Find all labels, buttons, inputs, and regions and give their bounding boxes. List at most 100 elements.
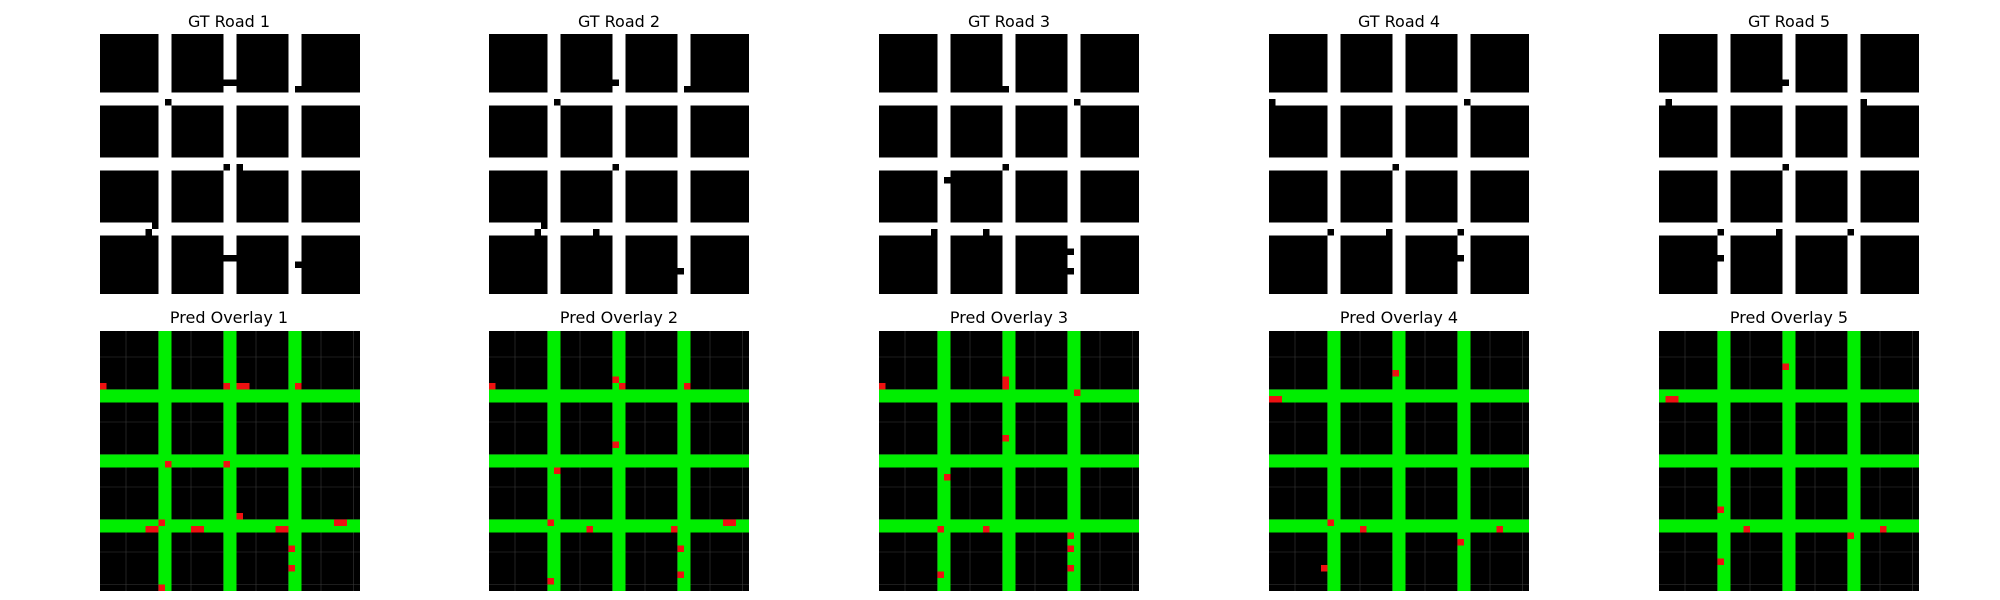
gt-notch-5 <box>223 164 230 171</box>
pred-panel-1 <box>100 331 360 591</box>
pred-error-7 <box>547 519 554 526</box>
gt-notch-5 <box>612 164 619 171</box>
gt-notch-2 <box>223 79 237 86</box>
pred-error-6 <box>1847 532 1854 539</box>
gt-notch-14 <box>282 274 289 281</box>
gt-road-col-1 <box>158 34 172 294</box>
gt-notch-8 <box>1321 255 1328 262</box>
pred-error-2 <box>612 376 619 383</box>
gt-notch-6 <box>944 177 951 184</box>
pred-title-1: Pred Overlay 1 <box>170 308 288 327</box>
pred-error-8 <box>983 526 990 533</box>
gt-notch-3 <box>1464 99 1471 106</box>
pred-error-15 <box>158 584 165 591</box>
pred-road-col-2 <box>612 331 626 591</box>
gt-notch-1 <box>1269 99 1276 106</box>
pred-error-3 <box>1717 506 1724 513</box>
gt-notch-7 <box>534 229 541 236</box>
pred-error-4 <box>1360 526 1367 533</box>
gt-panel-3 <box>879 34 1139 294</box>
pred-error-6 <box>165 461 172 468</box>
pred-error-12 <box>334 519 347 526</box>
gt-notch-5 <box>1327 229 1334 236</box>
pred-road-col-3 <box>1847 331 1861 591</box>
pred-road-col-1 <box>1327 331 1341 591</box>
gt-notch-6 <box>1776 229 1783 236</box>
gt-notch-4 <box>295 86 308 93</box>
gt-notch-5 <box>1002 164 1009 171</box>
pred-error-14 <box>288 565 295 572</box>
pred-error-4 <box>684 383 691 390</box>
gt-notch-3 <box>1002 86 1009 93</box>
gt-panel-5 <box>1659 34 1919 294</box>
gt-road-col-1 <box>937 34 951 294</box>
pred-error-6 <box>1457 539 1464 546</box>
pred-error-7 <box>1321 565 1328 572</box>
gt-notch-13 <box>223 255 237 262</box>
pred-error-13 <box>547 578 554 585</box>
pred-error-1 <box>1269 396 1282 403</box>
gt-notch-11 <box>671 242 678 249</box>
gt-notch-9 <box>1457 255 1464 262</box>
pred-error-1 <box>879 383 886 390</box>
pred-error-4 <box>1743 526 1750 533</box>
gt-notch-10 <box>152 222 159 229</box>
gt-notch-1 <box>1665 99 1672 106</box>
pred-panel-2 <box>489 331 749 591</box>
pred-road-col-2 <box>1002 331 1016 591</box>
pred-error-12 <box>937 571 944 578</box>
pred-error-3 <box>236 383 250 390</box>
gt-title-5: GT Road 5 <box>1748 12 1830 31</box>
gt-notch-3 <box>236 86 243 93</box>
gt-road-col-1 <box>547 34 561 294</box>
gt-notch-6 <box>165 99 172 106</box>
pred-error-11 <box>1067 565 1074 572</box>
pred-error-4 <box>295 383 302 390</box>
pred-error-3 <box>619 383 626 390</box>
pred-panel-3 <box>879 331 1139 591</box>
gt-notch-9 <box>931 274 938 281</box>
pred-error-12 <box>677 571 684 578</box>
gt-notch-1 <box>879 86 886 93</box>
pred-panel-5 <box>1659 331 1919 591</box>
pred-road-col-1 <box>1717 331 1731 591</box>
pred-error-4 <box>1074 389 1081 396</box>
gt-road-col-3 <box>1847 34 1861 294</box>
gt-title-4: GT Road 4 <box>1358 12 1440 31</box>
pred-title-2: Pred Overlay 2 <box>560 308 678 327</box>
gt-road-col-1 <box>1327 34 1341 294</box>
gt-notch-2 <box>996 79 1003 86</box>
gt-notch-7 <box>1847 229 1854 236</box>
pred-error-10 <box>1067 545 1074 552</box>
pred-error-3 <box>1002 383 1009 390</box>
gt-notch-8 <box>983 229 990 236</box>
gt-title-3: GT Road 3 <box>968 12 1050 31</box>
pred-road-col-3 <box>288 331 302 591</box>
gt-notch-7 <box>1457 229 1464 236</box>
gt-notch-4 <box>1074 99 1081 106</box>
gt-notch-1 <box>489 86 496 93</box>
gt-notch-12 <box>204 268 211 281</box>
pred-title-4: Pred Overlay 4 <box>1340 308 1458 327</box>
gt-notch-6 <box>1386 229 1393 236</box>
pred-error-1 <box>489 383 496 390</box>
gt-notch-9 <box>139 235 146 249</box>
gt-notch-4 <box>1782 164 1789 171</box>
pred-road-col-2 <box>1782 331 1796 591</box>
pred-error-5 <box>612 441 619 448</box>
gt-notch-11 <box>1067 268 1074 275</box>
gt-notch-10 <box>541 274 548 281</box>
pred-error-5 <box>223 461 230 468</box>
pred-error-9 <box>1067 532 1074 539</box>
gt-notch-9 <box>541 222 548 229</box>
pred-panel-4 <box>1269 331 1529 591</box>
gt-panel-1 <box>100 34 360 294</box>
pred-error-6 <box>944 474 951 481</box>
gt-notch-8 <box>593 229 600 236</box>
pred-error-2 <box>223 383 230 390</box>
gt-notch-7 <box>236 164 243 171</box>
pred-error-8 <box>158 519 165 526</box>
gt-notch-3 <box>625 86 632 93</box>
pred-error-7 <box>1717 558 1724 565</box>
